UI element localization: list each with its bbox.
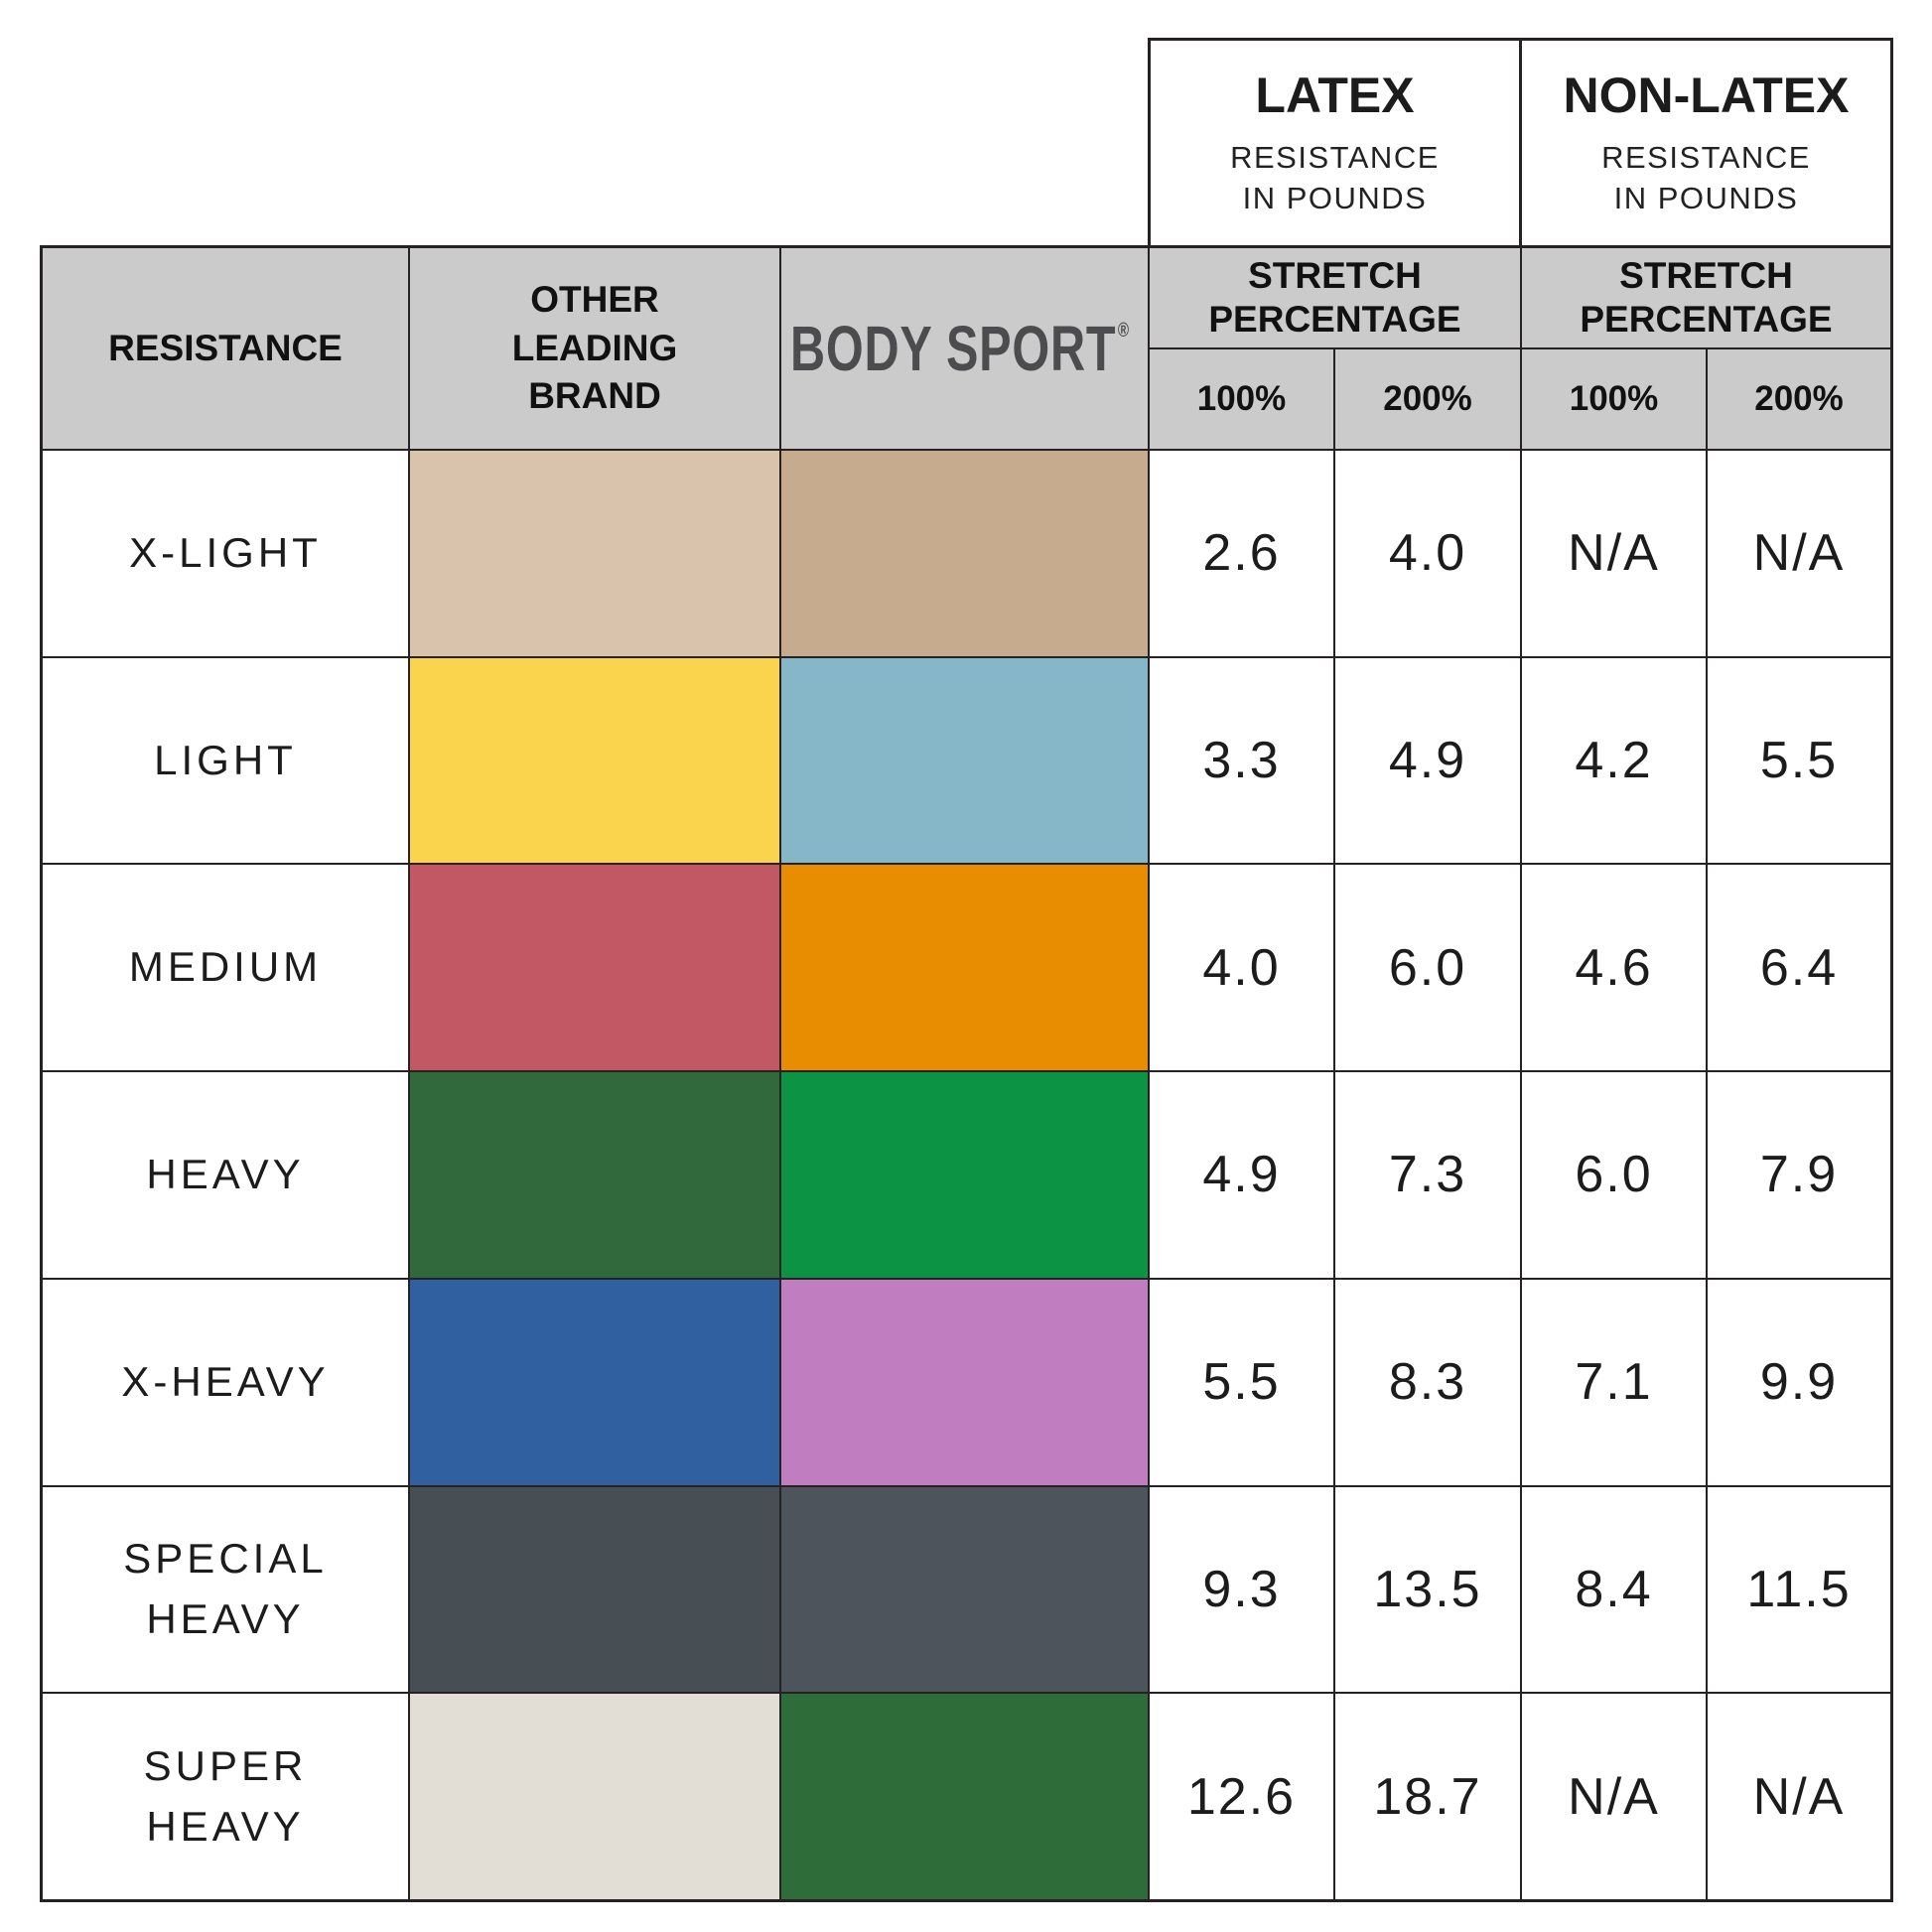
value-latex-200: 8.3 xyxy=(1335,1279,1520,1485)
column-header-resistance: RESISTANCE xyxy=(43,248,408,449)
row-label-heavy: HEAVY xyxy=(43,1072,408,1278)
value-latex-200: 6.0 xyxy=(1335,865,1520,1071)
row-label-text: X-HEAVY xyxy=(121,1357,330,1405)
swatch-bodysport-x-light xyxy=(781,451,1148,656)
row-label-medium: MEDIUM xyxy=(43,865,408,1071)
latex-title: LATEX xyxy=(1255,68,1415,124)
non-latex-200-label: 200% xyxy=(1754,379,1844,418)
registered-mark: ® xyxy=(1117,320,1130,342)
non-latex-title: NON-LATEX xyxy=(1563,68,1850,124)
resistance-header-label: RESISTANCE xyxy=(108,327,343,368)
value-latex-200: 4.0 xyxy=(1335,451,1520,656)
row-label-text: SUPER HEAVY xyxy=(143,1741,308,1850)
row-label-text: X-LIGHT xyxy=(129,528,322,576)
other-brand-header-label: OTHER LEADING BRAND xyxy=(511,278,678,417)
row-label-text: MEDIUM xyxy=(128,943,323,991)
non-latex-stretch-label: STRETCH PERCENTAGE xyxy=(1580,255,1833,340)
swatch-other-x-heavy xyxy=(410,1279,779,1485)
value-latex-100: 12.6 xyxy=(1150,1694,1333,1899)
swatch-bodysport-special-heavy xyxy=(781,1486,1148,1693)
swatch-other-x-light xyxy=(410,451,779,656)
value-latex-100: 2.6 xyxy=(1150,451,1333,656)
swatch-other-super-heavy xyxy=(410,1694,779,1899)
row-label-text: HEAVY xyxy=(146,1151,305,1198)
value-nonlatex-200: 11.5 xyxy=(1708,1486,1890,1693)
value-nonlatex-200: 7.9 xyxy=(1708,1072,1890,1278)
wordmark-text: BODY SPORT xyxy=(790,313,1117,384)
row-label-light: LIGHT xyxy=(43,657,408,864)
value-nonlatex-100: N/A xyxy=(1522,451,1706,656)
row-label-super-heavy: SUPER HEAVY xyxy=(43,1694,408,1899)
value-nonlatex-200: 6.4 xyxy=(1708,865,1890,1071)
value-latex-100: 4.9 xyxy=(1150,1072,1333,1278)
value-nonlatex-100: 7.1 xyxy=(1522,1279,1706,1485)
value-latex-200: 13.5 xyxy=(1335,1486,1520,1693)
latex-group-header: LATEX RESISTANCE IN POUNDS xyxy=(1148,38,1522,245)
body-sport-wordmark: BODY SPORT® xyxy=(790,312,1130,385)
latex-200-label: 200% xyxy=(1383,379,1472,418)
column-header-body-sport: B BODY SPORT® xyxy=(781,248,1148,449)
latex-100-label: 100% xyxy=(1196,379,1287,418)
value-latex-100: 4.0 xyxy=(1150,865,1333,1071)
non-latex-200-header: 200% xyxy=(1708,349,1890,449)
swatch-bodysport-heavy xyxy=(781,1072,1148,1278)
latex-stretch-header: STRETCH PERCENTAGE xyxy=(1150,248,1520,347)
value-latex-100: 5.5 xyxy=(1150,1279,1333,1485)
swatch-other-heavy xyxy=(410,1072,779,1278)
row-label-x-heavy: X-HEAVY xyxy=(43,1279,408,1485)
comparison-table: RESISTANCE OTHER LEADING BRAND B BODY SP… xyxy=(40,245,1893,1902)
non-latex-subtitle: RESISTANCE IN POUNDS xyxy=(1601,140,1811,215)
value-nonlatex-200: 5.5 xyxy=(1708,657,1890,864)
column-header-other-brand: OTHER LEADING BRAND xyxy=(410,248,779,449)
swatch-other-medium xyxy=(410,865,779,1071)
swatch-bodysport-medium xyxy=(781,865,1148,1071)
value-latex-200: 4.9 xyxy=(1335,657,1520,864)
non-latex-stretch-header: STRETCH PERCENTAGE xyxy=(1522,248,1890,347)
value-nonlatex-100: 8.4 xyxy=(1522,1486,1706,1693)
swatch-bodysport-super-heavy xyxy=(781,1694,1148,1899)
non-latex-100-header: 100% xyxy=(1522,349,1706,449)
row-label-x-light: X-LIGHT xyxy=(43,451,408,656)
latex-stretch-label: STRETCH PERCENTAGE xyxy=(1208,255,1461,340)
value-nonlatex-200: N/A xyxy=(1708,451,1890,656)
value-nonlatex-100: 6.0 xyxy=(1522,1072,1706,1278)
value-latex-200: 7.3 xyxy=(1335,1072,1520,1278)
swatch-other-special-heavy xyxy=(410,1486,779,1693)
row-label-special-heavy: SPECIAL HEAVY xyxy=(43,1486,408,1693)
swatch-bodysport-x-heavy xyxy=(781,1279,1148,1485)
non-latex-group-header: NON-LATEX RESISTANCE IN POUNDS xyxy=(1522,38,1893,245)
non-latex-100-label: 100% xyxy=(1569,379,1659,418)
value-nonlatex-100: N/A xyxy=(1522,1694,1706,1899)
swatch-bodysport-light xyxy=(781,657,1148,864)
value-latex-100: 3.3 xyxy=(1150,657,1333,864)
row-label-text: SPECIAL HEAVY xyxy=(123,1535,328,1642)
latex-100-header: 100% xyxy=(1150,349,1333,449)
latex-200-header: 200% xyxy=(1335,349,1520,449)
value-nonlatex-200: N/A xyxy=(1708,1694,1890,1899)
value-nonlatex-100: 4.2 xyxy=(1522,657,1706,864)
value-latex-200: 18.7 xyxy=(1335,1694,1520,1899)
value-nonlatex-200: 9.9 xyxy=(1708,1279,1890,1485)
latex-subtitle: RESISTANCE IN POUNDS xyxy=(1230,140,1440,215)
value-nonlatex-100: 4.6 xyxy=(1522,865,1706,1071)
row-label-text: LIGHT xyxy=(154,736,297,783)
value-latex-100: 9.3 xyxy=(1150,1486,1333,1693)
swatch-other-light xyxy=(410,657,779,864)
